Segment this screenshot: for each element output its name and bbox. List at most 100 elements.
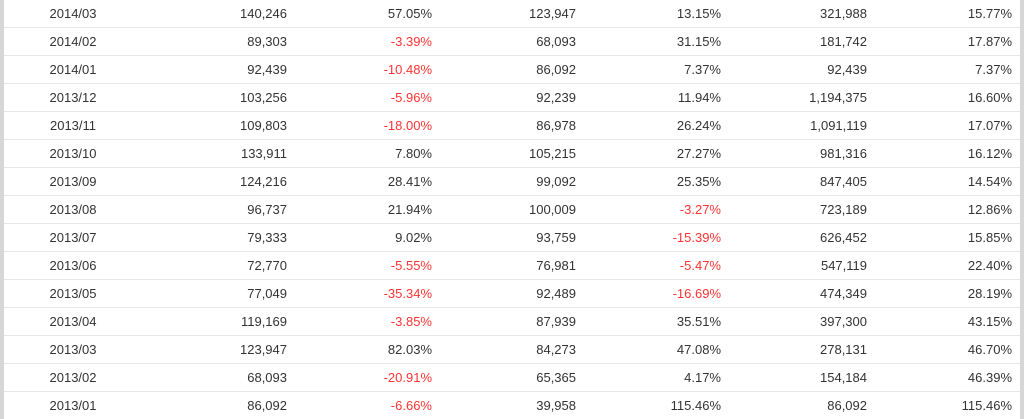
- period-cell: 2013/03: [4, 335, 150, 364]
- value-2-cell: 92,239: [440, 83, 584, 112]
- table-row: 2014/02 89,303 -3.39% 68,093 31.15% 181,…: [4, 27, 1020, 56]
- table-row: 2013/09 124,216 28.41% 99,092 25.35% 847…: [4, 167, 1020, 196]
- value-3-cell: 397,300: [729, 307, 875, 336]
- change-2-cell: 26.24%: [584, 111, 729, 140]
- value-2-cell: 87,939: [440, 307, 584, 336]
- value-1-cell: 89,303: [150, 27, 295, 56]
- table-row: 2013/02 68,093 -20.91% 65,365 4.17% 154,…: [4, 363, 1020, 392]
- table-row: 2013/07 79,333 9.02% 93,759 -15.39% 626,…: [4, 223, 1020, 252]
- value-3-cell: 723,189: [729, 195, 875, 224]
- period-cell: 2013/10: [4, 139, 150, 168]
- change-1-cell: -5.55%: [295, 251, 440, 280]
- change-3-cell: 46.70%: [875, 335, 1020, 364]
- monthly-data-table: 2014/03 140,246 57.05% 123,947 13.15% 32…: [4, 0, 1020, 419]
- change-2-cell: -15.39%: [584, 223, 729, 252]
- change-1-cell: -10.48%: [295, 55, 440, 84]
- table-row: 2014/01 92,439 -10.48% 86,092 7.37% 92,4…: [4, 55, 1020, 84]
- value-1-cell: 77,049: [150, 279, 295, 308]
- value-3-cell: 86,092: [729, 391, 875, 419]
- change-3-cell: 16.12%: [875, 139, 1020, 168]
- table-row: 2013/04 119,169 -3.85% 87,939 35.51% 397…: [4, 307, 1020, 336]
- change-1-cell: -35.34%: [295, 279, 440, 308]
- change-3-cell: 17.87%: [875, 27, 1020, 56]
- table-row: 2014/03 140,246 57.05% 123,947 13.15% 32…: [4, 0, 1020, 28]
- table-row: 2013/10 133,911 7.80% 105,215 27.27% 981…: [4, 139, 1020, 168]
- change-3-cell: 46.39%: [875, 363, 1020, 392]
- value-2-cell: 99,092: [440, 167, 584, 196]
- value-1-cell: 124,216: [150, 167, 295, 196]
- period-cell: 2014/01: [4, 55, 150, 84]
- value-3-cell: 92,439: [729, 55, 875, 84]
- change-1-cell: 28.41%: [295, 167, 440, 196]
- change-1-cell: 7.80%: [295, 139, 440, 168]
- value-2-cell: 86,978: [440, 111, 584, 140]
- change-3-cell: 16.60%: [875, 83, 1020, 112]
- change-2-cell: 25.35%: [584, 167, 729, 196]
- value-3-cell: 474,349: [729, 279, 875, 308]
- value-2-cell: 100,009: [440, 195, 584, 224]
- value-3-cell: 154,184: [729, 363, 875, 392]
- value-3-cell: 626,452: [729, 223, 875, 252]
- table-body: 2014/03 140,246 57.05% 123,947 13.15% 32…: [4, 0, 1020, 419]
- value-1-cell: 103,256: [150, 83, 295, 112]
- value-3-cell: 847,405: [729, 167, 875, 196]
- change-2-cell: -5.47%: [584, 251, 729, 280]
- period-cell: 2014/02: [4, 27, 150, 56]
- change-2-cell: 11.94%: [584, 83, 729, 112]
- change-1-cell: -5.96%: [295, 83, 440, 112]
- table-row: 2013/12 103,256 -5.96% 92,239 11.94% 1,1…: [4, 83, 1020, 112]
- period-cell: 2013/09: [4, 167, 150, 196]
- value-3-cell: 278,131: [729, 335, 875, 364]
- change-2-cell: -3.27%: [584, 195, 729, 224]
- change-2-cell: 115.46%: [584, 391, 729, 419]
- change-2-cell: 7.37%: [584, 55, 729, 84]
- table-row: 2013/03 123,947 82.03% 84,273 47.08% 278…: [4, 335, 1020, 364]
- change-2-cell: 35.51%: [584, 307, 729, 336]
- value-2-cell: 105,215: [440, 139, 584, 168]
- table-row: 2013/01 86,092 -6.66% 39,958 115.46% 86,…: [4, 391, 1020, 419]
- value-1-cell: 123,947: [150, 335, 295, 364]
- value-2-cell: 76,981: [440, 251, 584, 280]
- value-2-cell: 39,958: [440, 391, 584, 419]
- value-1-cell: 92,439: [150, 55, 295, 84]
- change-2-cell: 31.15%: [584, 27, 729, 56]
- change-1-cell: 82.03%: [295, 335, 440, 364]
- change-2-cell: 4.17%: [584, 363, 729, 392]
- change-2-cell: 13.15%: [584, 0, 729, 28]
- value-1-cell: 109,803: [150, 111, 295, 140]
- period-cell: 2013/04: [4, 307, 150, 336]
- value-2-cell: 84,273: [440, 335, 584, 364]
- value-1-cell: 68,093: [150, 363, 295, 392]
- value-2-cell: 68,093: [440, 27, 584, 56]
- value-3-cell: 1,091,119: [729, 111, 875, 140]
- change-1-cell: 57.05%: [295, 0, 440, 28]
- change-3-cell: 22.40%: [875, 251, 1020, 280]
- value-1-cell: 72,770: [150, 251, 295, 280]
- change-1-cell: -18.00%: [295, 111, 440, 140]
- value-3-cell: 321,988: [729, 0, 875, 28]
- change-3-cell: 28.19%: [875, 279, 1020, 308]
- period-cell: 2013/12: [4, 83, 150, 112]
- change-2-cell: 47.08%: [584, 335, 729, 364]
- change-3-cell: 12.86%: [875, 195, 1020, 224]
- period-cell: 2013/05: [4, 279, 150, 308]
- change-1-cell: -3.85%: [295, 307, 440, 336]
- value-2-cell: 123,947: [440, 0, 584, 28]
- period-cell: 2013/07: [4, 223, 150, 252]
- change-3-cell: 43.15%: [875, 307, 1020, 336]
- change-3-cell: 7.37%: [875, 55, 1020, 84]
- value-1-cell: 86,092: [150, 391, 295, 419]
- value-2-cell: 65,365: [440, 363, 584, 392]
- change-1-cell: -6.66%: [295, 391, 440, 419]
- value-1-cell: 140,246: [150, 0, 295, 28]
- value-3-cell: 1,194,375: [729, 83, 875, 112]
- value-1-cell: 79,333: [150, 223, 295, 252]
- table-row: 2013/08 96,737 21.94% 100,009 -3.27% 723…: [4, 195, 1020, 224]
- change-2-cell: 27.27%: [584, 139, 729, 168]
- change-1-cell: 9.02%: [295, 223, 440, 252]
- period-cell: 2014/03: [4, 0, 150, 28]
- change-1-cell: -3.39%: [295, 27, 440, 56]
- table-row: 2013/06 72,770 -5.55% 76,981 -5.47% 547,…: [4, 251, 1020, 280]
- value-3-cell: 547,119: [729, 251, 875, 280]
